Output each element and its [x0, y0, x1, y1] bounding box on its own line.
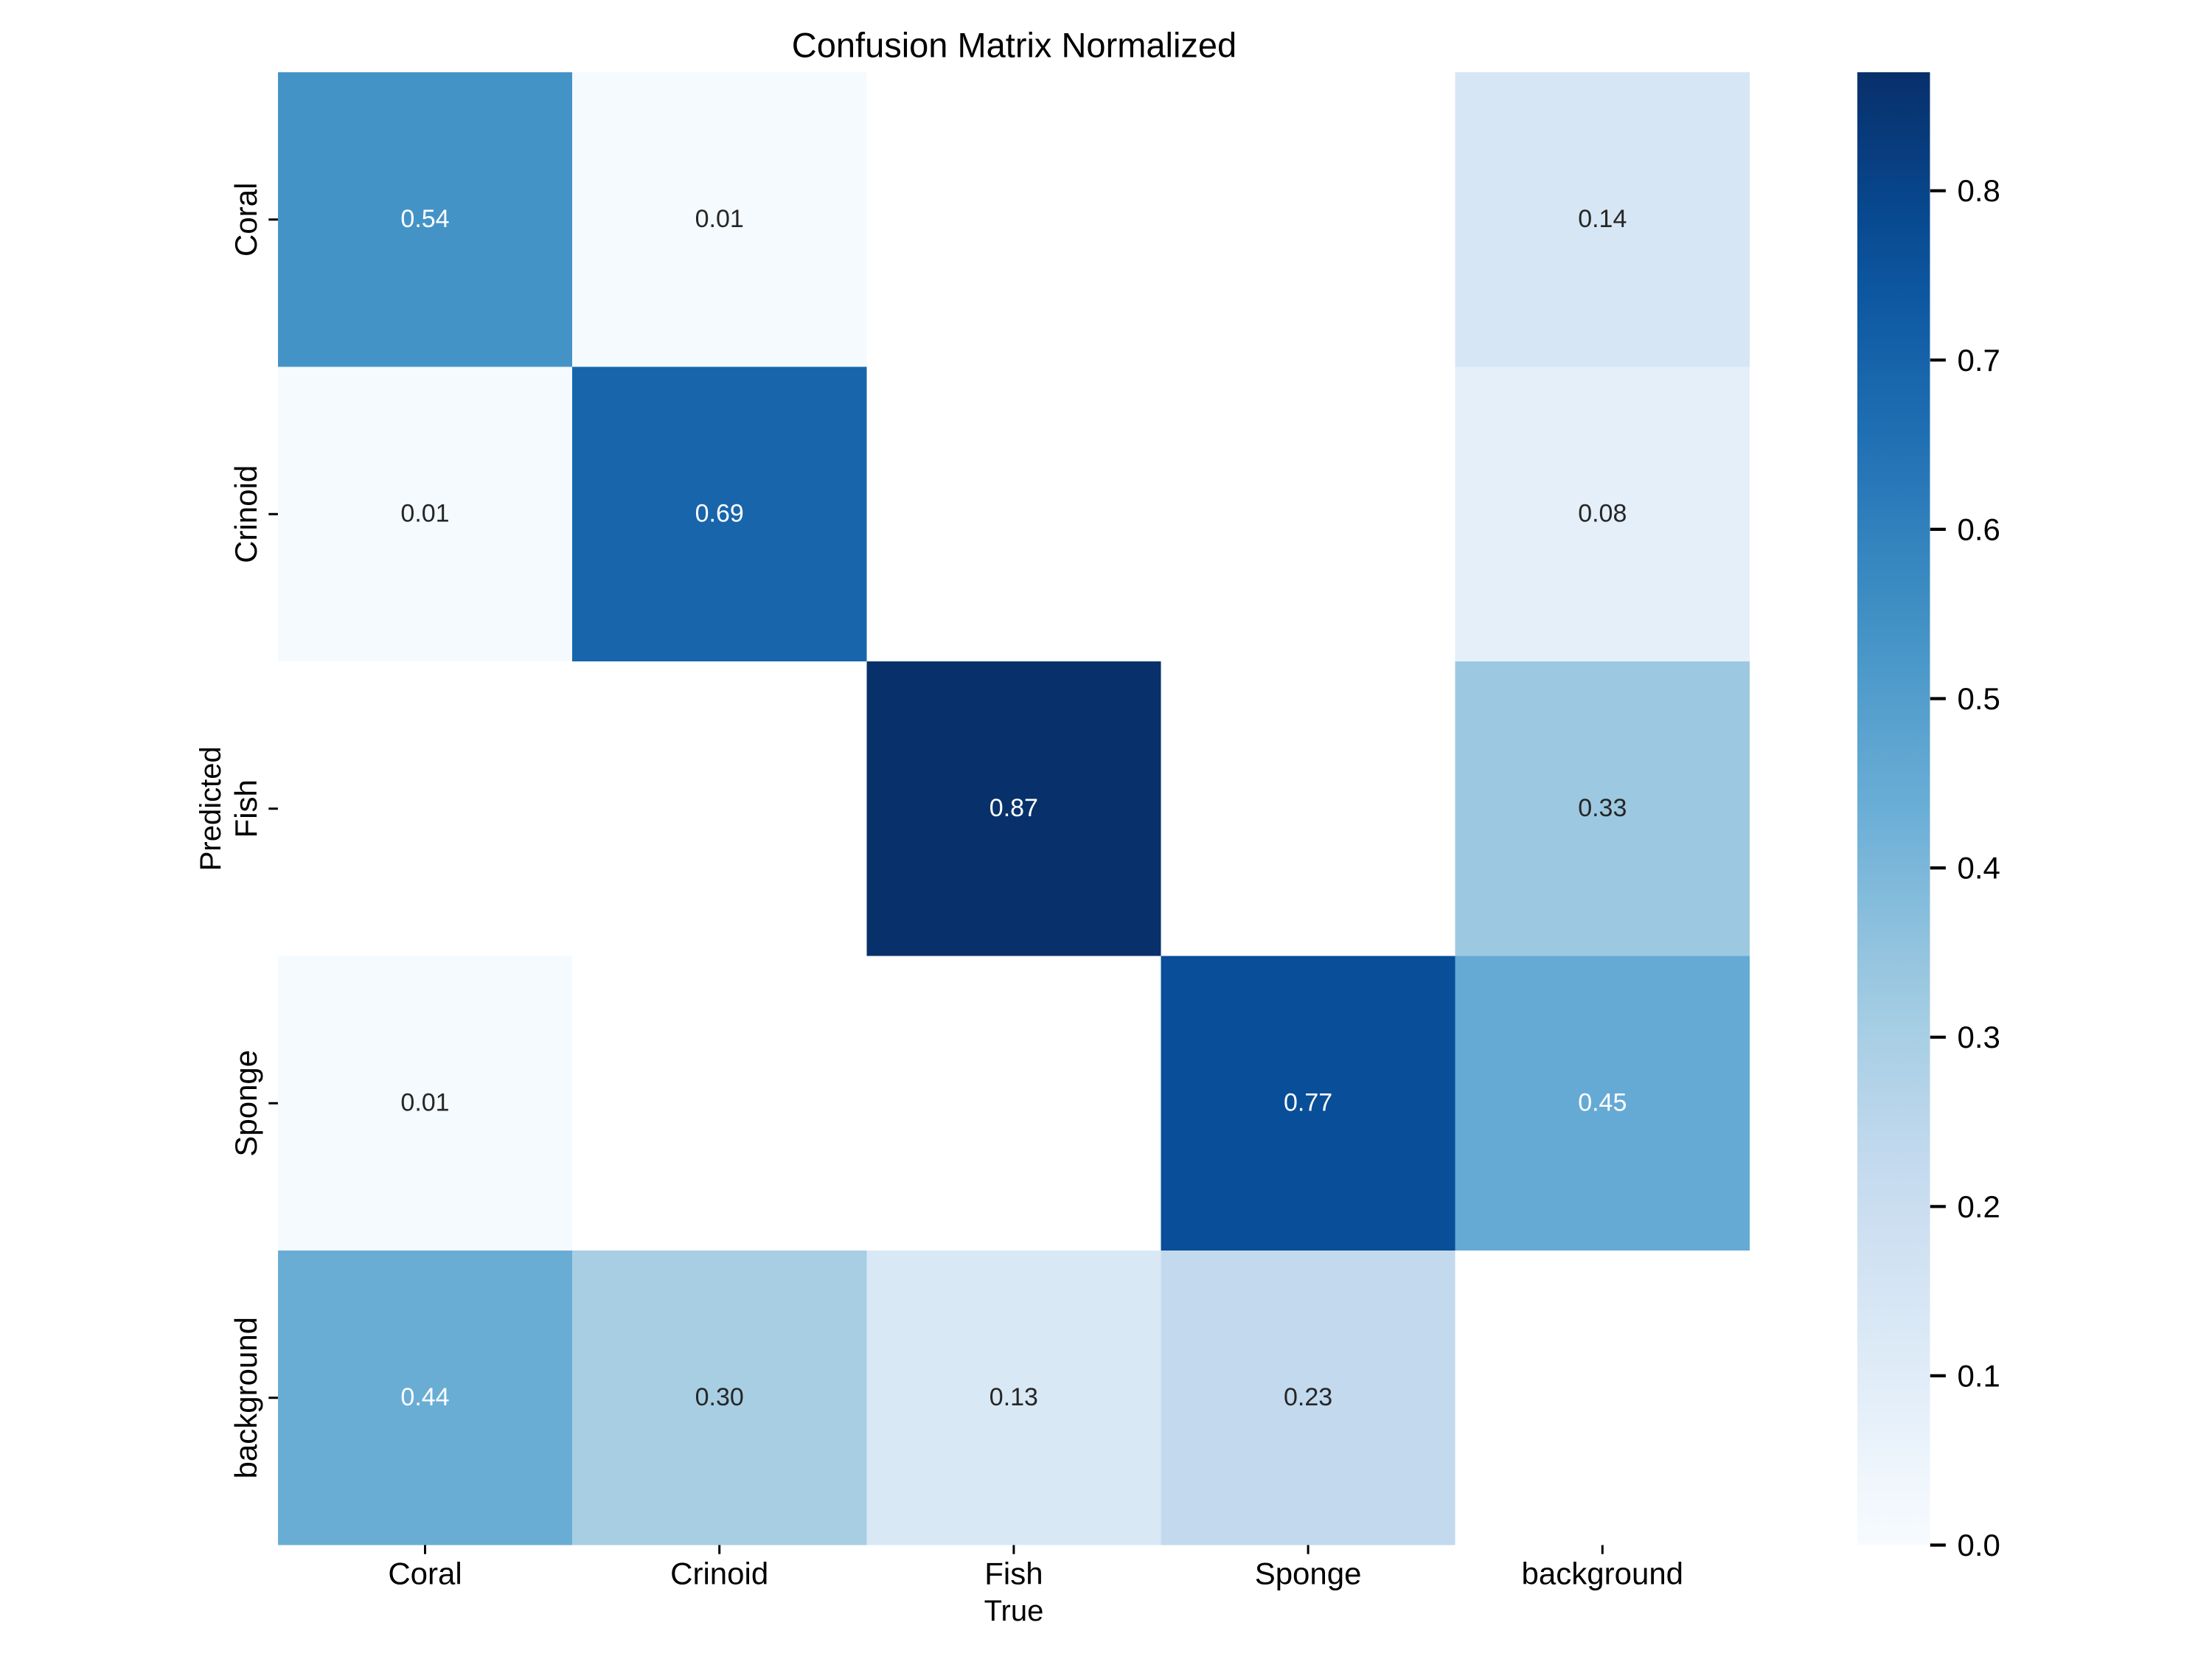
svg-text:True: True [984, 1595, 1044, 1627]
svg-text:0.87: 0.87 [990, 794, 1038, 822]
svg-text:0.7: 0.7 [1958, 343, 2000, 378]
svg-text:Predicted: Predicted [195, 746, 227, 871]
svg-text:0.2: 0.2 [1958, 1189, 2000, 1224]
svg-text:Coral: Coral [388, 1557, 462, 1591]
svg-text:0.33: 0.33 [1578, 794, 1627, 822]
svg-text:0.6: 0.6 [1958, 512, 2000, 546]
svg-text:0.0: 0.0 [1958, 1528, 2000, 1562]
svg-text:0.23: 0.23 [1284, 1383, 1332, 1411]
svg-text:0.01: 0.01 [400, 1088, 449, 1116]
svg-text:Sponge: Sponge [1255, 1557, 1362, 1591]
svg-text:background: background [1522, 1557, 1684, 1591]
svg-text:0.01: 0.01 [400, 499, 449, 527]
svg-text:Sponge: Sponge [229, 1050, 263, 1157]
svg-text:Fish: Fish [984, 1557, 1043, 1591]
svg-text:0.77: 0.77 [1284, 1088, 1332, 1116]
svg-text:Crinoid: Crinoid [229, 465, 263, 563]
svg-text:Crinoid: Crinoid [670, 1557, 768, 1591]
svg-text:0.5: 0.5 [1958, 681, 2000, 716]
svg-text:0.01: 0.01 [695, 205, 744, 233]
svg-text:0.1: 0.1 [1958, 1358, 2000, 1393]
svg-text:0.54: 0.54 [400, 205, 449, 233]
svg-text:0.8: 0.8 [1958, 173, 2000, 208]
svg-text:0.30: 0.30 [695, 1383, 744, 1411]
svg-text:0.44: 0.44 [400, 1383, 449, 1411]
svg-text:0.08: 0.08 [1578, 499, 1627, 527]
svg-text:Coral: Coral [229, 183, 263, 257]
svg-text:0.14: 0.14 [1578, 205, 1627, 233]
svg-text:0.4: 0.4 [1958, 851, 2000, 886]
svg-text:Fish: Fish [229, 779, 263, 838]
svg-text:0.69: 0.69 [695, 499, 744, 527]
svg-text:background: background [229, 1317, 263, 1479]
svg-text:0.3: 0.3 [1958, 1020, 2000, 1054]
svg-text:Confusion Matrix Normalized: Confusion Matrix Normalized [792, 26, 1237, 65]
svg-text:0.45: 0.45 [1578, 1088, 1627, 1116]
svg-text:0.13: 0.13 [990, 1383, 1038, 1411]
